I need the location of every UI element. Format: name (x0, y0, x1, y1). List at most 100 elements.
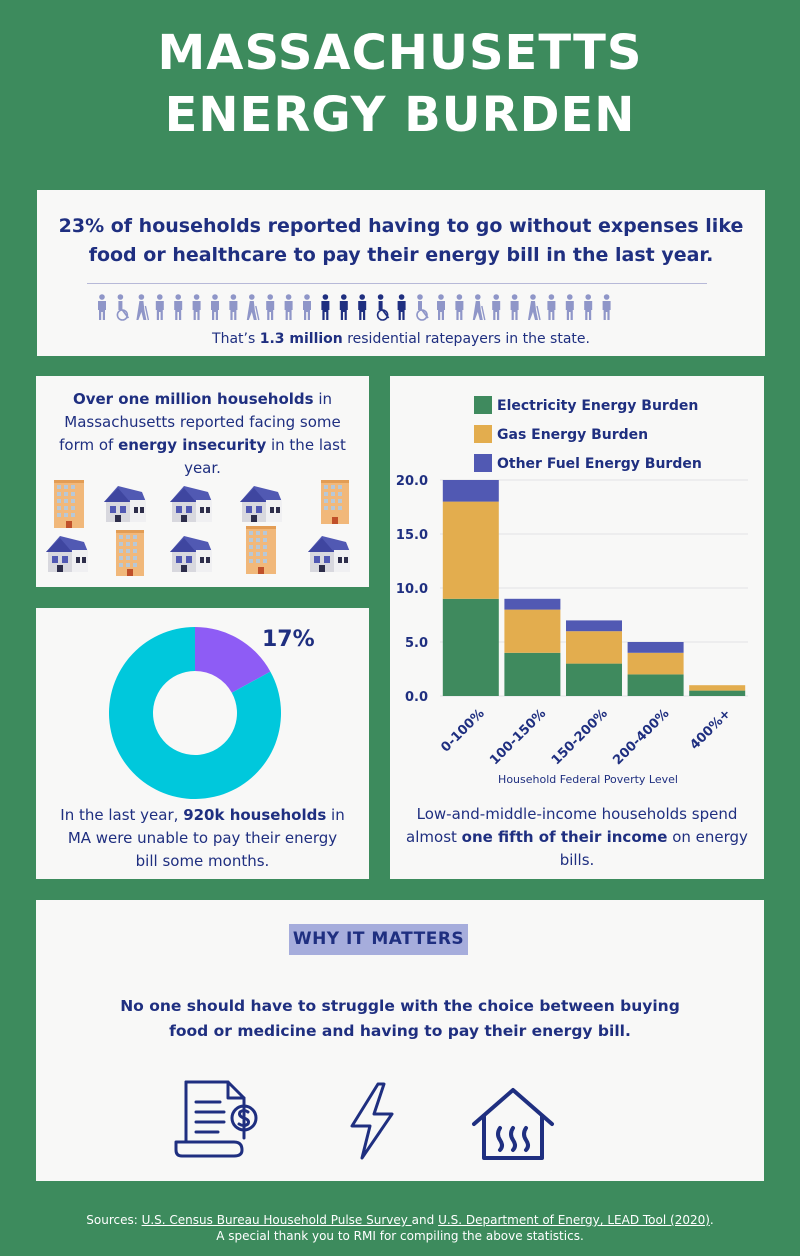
buildings-illustration (46, 480, 350, 576)
person-icon (246, 294, 260, 321)
bar-segment (566, 620, 622, 632)
energy-burden-bar-chart: Electricity Energy Burden Gas Energy Burd… (396, 396, 748, 786)
bar-segment (627, 674, 684, 696)
donut-caption: In the last year, 920k households in MA … (58, 804, 347, 873)
person-icon (510, 294, 519, 320)
chart-text-2: on energy bills. (559, 828, 748, 869)
bar-segment (504, 598, 561, 610)
x-tick-label: 0-100% (438, 706, 487, 755)
person-icon (472, 294, 486, 321)
apartment-building-icon (116, 530, 144, 576)
legend-swatch (474, 454, 492, 472)
source-link-doe[interactable]: U.S. Department of Energy, LEAD Tool (20… (438, 1213, 710, 1227)
person-icon (116, 294, 130, 321)
x-tick-label: 150-200% (549, 706, 611, 768)
person-icon (303, 294, 311, 320)
bar-segment (627, 652, 684, 675)
house-icon (170, 536, 212, 572)
bar-segment (504, 652, 561, 696)
bar-segment (442, 480, 499, 502)
bar-segment (504, 609, 561, 653)
x-tick-label: 100-150% (487, 706, 549, 768)
y-tick-label: 0.0 (405, 690, 428, 705)
legend-label: Gas Energy Burden (497, 427, 648, 443)
person-icon (339, 294, 348, 320)
donut-text-1: In the last year, (60, 806, 184, 824)
bar-segment (566, 663, 622, 696)
bar-segment (689, 690, 746, 696)
chart-text-1: Low-and-middle-income households spend a… (406, 805, 738, 846)
bill-icon (174, 1080, 258, 1158)
x-tick-label: 400%+ (687, 706, 734, 753)
sources-period: . (709, 1213, 714, 1227)
person-icon (155, 294, 164, 320)
insecurity-bold-1: Over one million households (72, 390, 314, 408)
ratepayers-panel: 23% of households reported having to go … (37, 190, 765, 356)
source-link-census[interactable]: U.S. Census Bureau Household Pulse Surve… (141, 1213, 412, 1227)
person-icon (547, 294, 556, 320)
bar-segment (442, 501, 499, 599)
donut-bold-1: 920k households (183, 806, 327, 824)
person-icon (376, 294, 390, 321)
title-line-1: MASSACHUSETTS (157, 25, 643, 81)
donut-chart (109, 627, 282, 799)
y-tick-label: 5.0 (405, 636, 428, 651)
donut-slice-rest (109, 627, 282, 799)
people-icons (98, 294, 611, 321)
thanks-line: A special thank you to RMI for compiling… (216, 1229, 584, 1243)
x-tick-label: 200-400% (610, 706, 672, 768)
caption-post: residential ratepayers in the state. (342, 331, 590, 347)
apartment-building-icon (321, 480, 349, 524)
house-icon (170, 486, 212, 522)
person-icon (211, 294, 219, 320)
house-icon (104, 486, 146, 522)
person-icon (136, 294, 150, 321)
person-icon (358, 294, 367, 320)
headline: 23% of households reported having to go … (58, 215, 744, 266)
person-icon (492, 294, 501, 320)
person-icon (565, 294, 574, 320)
person-icon (528, 294, 541, 321)
sources-prefix: Sources: (86, 1213, 142, 1227)
why-it-matters-badge: WHY IT MATTERS (289, 924, 468, 955)
person-icon (266, 294, 275, 320)
bar-segment (566, 631, 622, 664)
bar-segment (627, 642, 684, 653)
apartment-building-icon (246, 526, 276, 574)
chart-caption: Low-and-middle-income households spend a… (402, 803, 752, 872)
person-icon (455, 294, 464, 320)
caption-pre: That’s (212, 331, 260, 347)
why-it-matters-text: No one should have to struggle with the … (120, 997, 680, 1040)
house-icon (240, 486, 282, 522)
donut-text-2: in MA were unable to pay their energy bi… (67, 806, 345, 870)
person-icon (321, 294, 330, 320)
apartment-building-icon (54, 480, 84, 528)
donut-percent-label: 17% (262, 627, 315, 652)
footer: Sources: U.S. Census Bureau Household Pu… (0, 1212, 800, 1244)
person-icon (397, 294, 406, 320)
lightning-icon (350, 1082, 394, 1160)
person-icon (284, 294, 293, 320)
person-icon (229, 294, 238, 320)
y-tick-label: 20.0 (396, 474, 428, 489)
house-icon (46, 536, 88, 572)
legend-swatch (474, 396, 492, 414)
legend-swatch (474, 425, 492, 443)
insecurity-text-1: in Massachusetts reported facing some fo… (59, 390, 341, 454)
person-icon (174, 294, 183, 320)
person-icon (602, 294, 611, 320)
insecurity-text-2: in the last year. (184, 436, 346, 477)
chart-bold-1: one fifth of their income (461, 828, 668, 846)
legend-label: Electricity Energy Burden (497, 398, 698, 414)
divider (87, 283, 707, 284)
sources-line: Sources: U.S. Census Bureau Household Pu… (0, 1212, 800, 1228)
x-axis-label: Household Federal Poverty Level (498, 773, 678, 786)
y-tick-label: 10.0 (396, 582, 428, 597)
person-icon (584, 294, 593, 320)
legend-label: Other Fuel Energy Burden (497, 456, 702, 472)
page-title: MASSACHUSETTS ENERGY BURDEN (0, 22, 800, 146)
home-heating-icon (472, 1088, 554, 1160)
sources-and: and (411, 1213, 439, 1227)
title-line-2: ENERGY BURDEN (164, 87, 636, 143)
caption-bold: 1.3 million (259, 331, 343, 347)
